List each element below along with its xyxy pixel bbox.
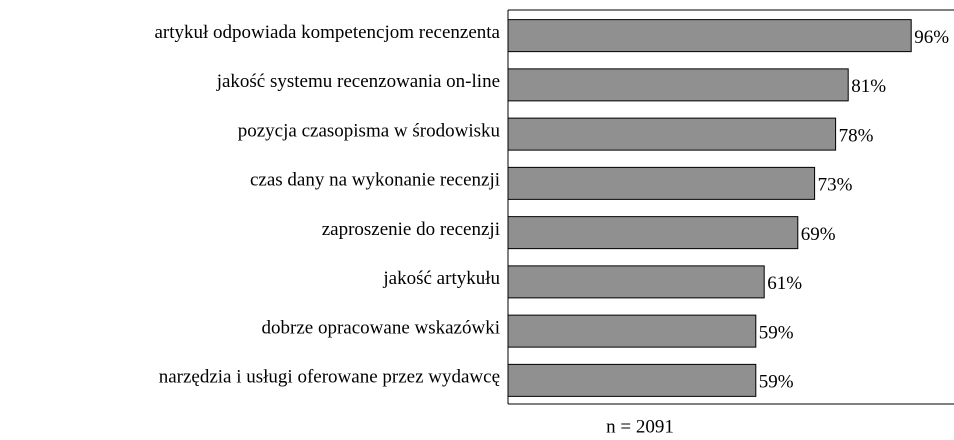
- value-label: 81%: [851, 76, 886, 97]
- y-tick-label: jakość systemu recenzowania on-line: [216, 71, 500, 92]
- value-label: 69%: [801, 224, 836, 245]
- value-label: 61%: [767, 273, 802, 294]
- bar: [507, 117, 837, 151]
- value-label: 73%: [818, 175, 853, 196]
- bar: [507, 216, 799, 250]
- y-tick-label: dobrze opracowane wskazówki: [262, 317, 500, 338]
- value-label: 59%: [759, 372, 794, 393]
- y-tick-label: zaproszenie do recenzji: [322, 219, 500, 240]
- bar: [507, 68, 849, 102]
- value-label: 59%: [759, 322, 794, 343]
- y-tick-label: czas dany na wykonanie recenzji: [250, 170, 500, 191]
- value-label: 96%: [914, 27, 949, 48]
- y-tick-label: narzędzia i usługi oferowane przez wydaw…: [159, 367, 500, 388]
- value-label: 78%: [839, 125, 874, 146]
- x-axis-label: n = 2091: [606, 416, 674, 437]
- bar: [507, 166, 816, 200]
- bar: [507, 314, 757, 348]
- bar: [507, 363, 757, 397]
- y-tick-label: artykuł odpowiada kompetencjom recenzent…: [154, 22, 500, 43]
- bar: [507, 265, 765, 299]
- y-tick-label: jakość artykułu: [382, 268, 500, 289]
- y-tick-label: pozycja czasopisma w środowisku: [238, 120, 501, 141]
- bar: [507, 19, 912, 53]
